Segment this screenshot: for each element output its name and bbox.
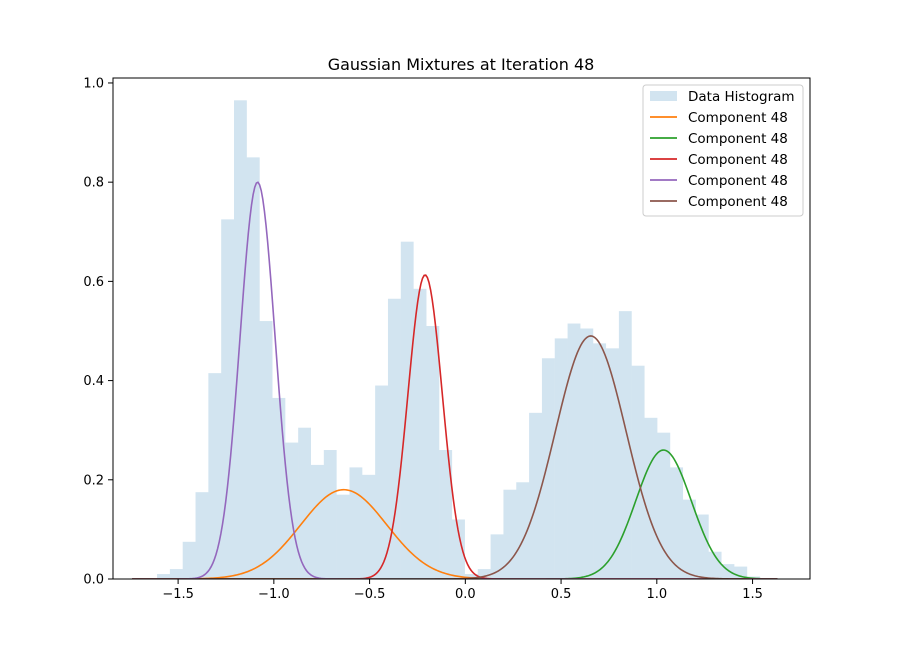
histogram-bar <box>195 492 209 579</box>
plot-content <box>132 100 778 579</box>
component-curve-2 <box>132 449 778 579</box>
histogram-bar <box>593 343 607 579</box>
y-tick-label: 0.2 <box>83 473 104 488</box>
y-tick-label: 0.4 <box>83 374 104 389</box>
histogram-bar <box>644 417 658 579</box>
histogram-bar <box>695 514 709 579</box>
histogram-bar <box>490 534 504 579</box>
histogram-bar <box>426 326 440 579</box>
histogram-bar <box>157 574 170 579</box>
histogram-bar <box>567 323 581 579</box>
histogram-bar <box>439 450 453 579</box>
legend-label-component-4: Component 48 <box>688 173 788 189</box>
plot-area <box>132 100 778 579</box>
histogram-bar <box>400 241 414 579</box>
histogram-bar <box>683 499 696 579</box>
y-tick-label: 0.8 <box>83 176 104 191</box>
x-tick-label: 1.0 <box>646 587 667 602</box>
component-curve-4 <box>132 181 778 579</box>
histogram-bar <box>606 348 619 579</box>
histogram-bar <box>182 541 196 579</box>
histogram-bar <box>452 519 465 579</box>
legend-box <box>642 84 804 217</box>
histogram-bar <box>272 397 286 579</box>
histogram-bar <box>477 569 491 579</box>
histogram-bar <box>631 365 645 579</box>
histogram-bar <box>221 219 235 579</box>
histogram-bar <box>375 385 388 579</box>
x-tick-label: −0.5 <box>354 587 386 602</box>
histogram-bar <box>541 358 555 579</box>
histogram-bar <box>413 288 427 579</box>
legend: Data Histogram Component 48 Component 48 Co… <box>642 84 804 217</box>
chart-title: Gaussian Mixtures at Iteration 48 <box>328 55 595 74</box>
histogram-bar <box>670 467 684 579</box>
histogram-bar <box>336 494 350 579</box>
histogram-bar <box>310 464 324 579</box>
histogram-bar <box>516 482 530 579</box>
legend-label-component-1: Component 48 <box>688 110 788 126</box>
x-tick-label: 0.0 <box>455 587 476 602</box>
x-tick-label: −1.0 <box>258 587 290 602</box>
legend-label-histogram: Data Histogram <box>688 89 795 105</box>
histogram-bar <box>285 442 299 579</box>
y-tick-label: 0.0 <box>83 573 104 588</box>
histogram-bar <box>657 432 671 579</box>
legend-label-component-3: Component 48 <box>688 152 788 168</box>
component-curve-1 <box>132 488 778 579</box>
histogram-bar <box>580 328 594 579</box>
histogram-bar <box>349 467 363 579</box>
histogram-bar <box>529 412 542 579</box>
legend-label-component-5: Component 48 <box>688 194 788 210</box>
x-tick-label: −1.5 <box>162 587 194 602</box>
histogram-bar <box>362 474 376 579</box>
axes-frame <box>112 77 811 580</box>
histogram-bar <box>387 298 401 579</box>
component-curve-3 <box>132 274 778 579</box>
legend-swatch-histogram <box>650 91 677 101</box>
x-tick-label: 1.5 <box>742 587 763 602</box>
x-tick-label: 0.5 <box>551 587 572 602</box>
axes: −1.5 −1.0 −0.5 0.0 0.5 1.0 1.5 0.0 0.2 0.4 0.6 0.8 1… <box>83 76 811 602</box>
histogram-bar <box>298 427 311 579</box>
histogram-bar <box>323 450 337 579</box>
histogram-bar <box>464 574 478 579</box>
histogram-bar <box>169 569 183 579</box>
legend-label-component-2: Component 48 <box>688 131 788 147</box>
y-tick-label: 0.6 <box>83 275 104 290</box>
histogram-bar <box>554 338 568 579</box>
histogram-bar <box>208 373 222 579</box>
y-tick-label: 1.0 <box>83 76 104 91</box>
histogram-bar <box>246 157 260 579</box>
histogram-bar <box>259 321 273 579</box>
histogram-bar <box>618 311 632 579</box>
histogram-bar <box>708 551 722 579</box>
